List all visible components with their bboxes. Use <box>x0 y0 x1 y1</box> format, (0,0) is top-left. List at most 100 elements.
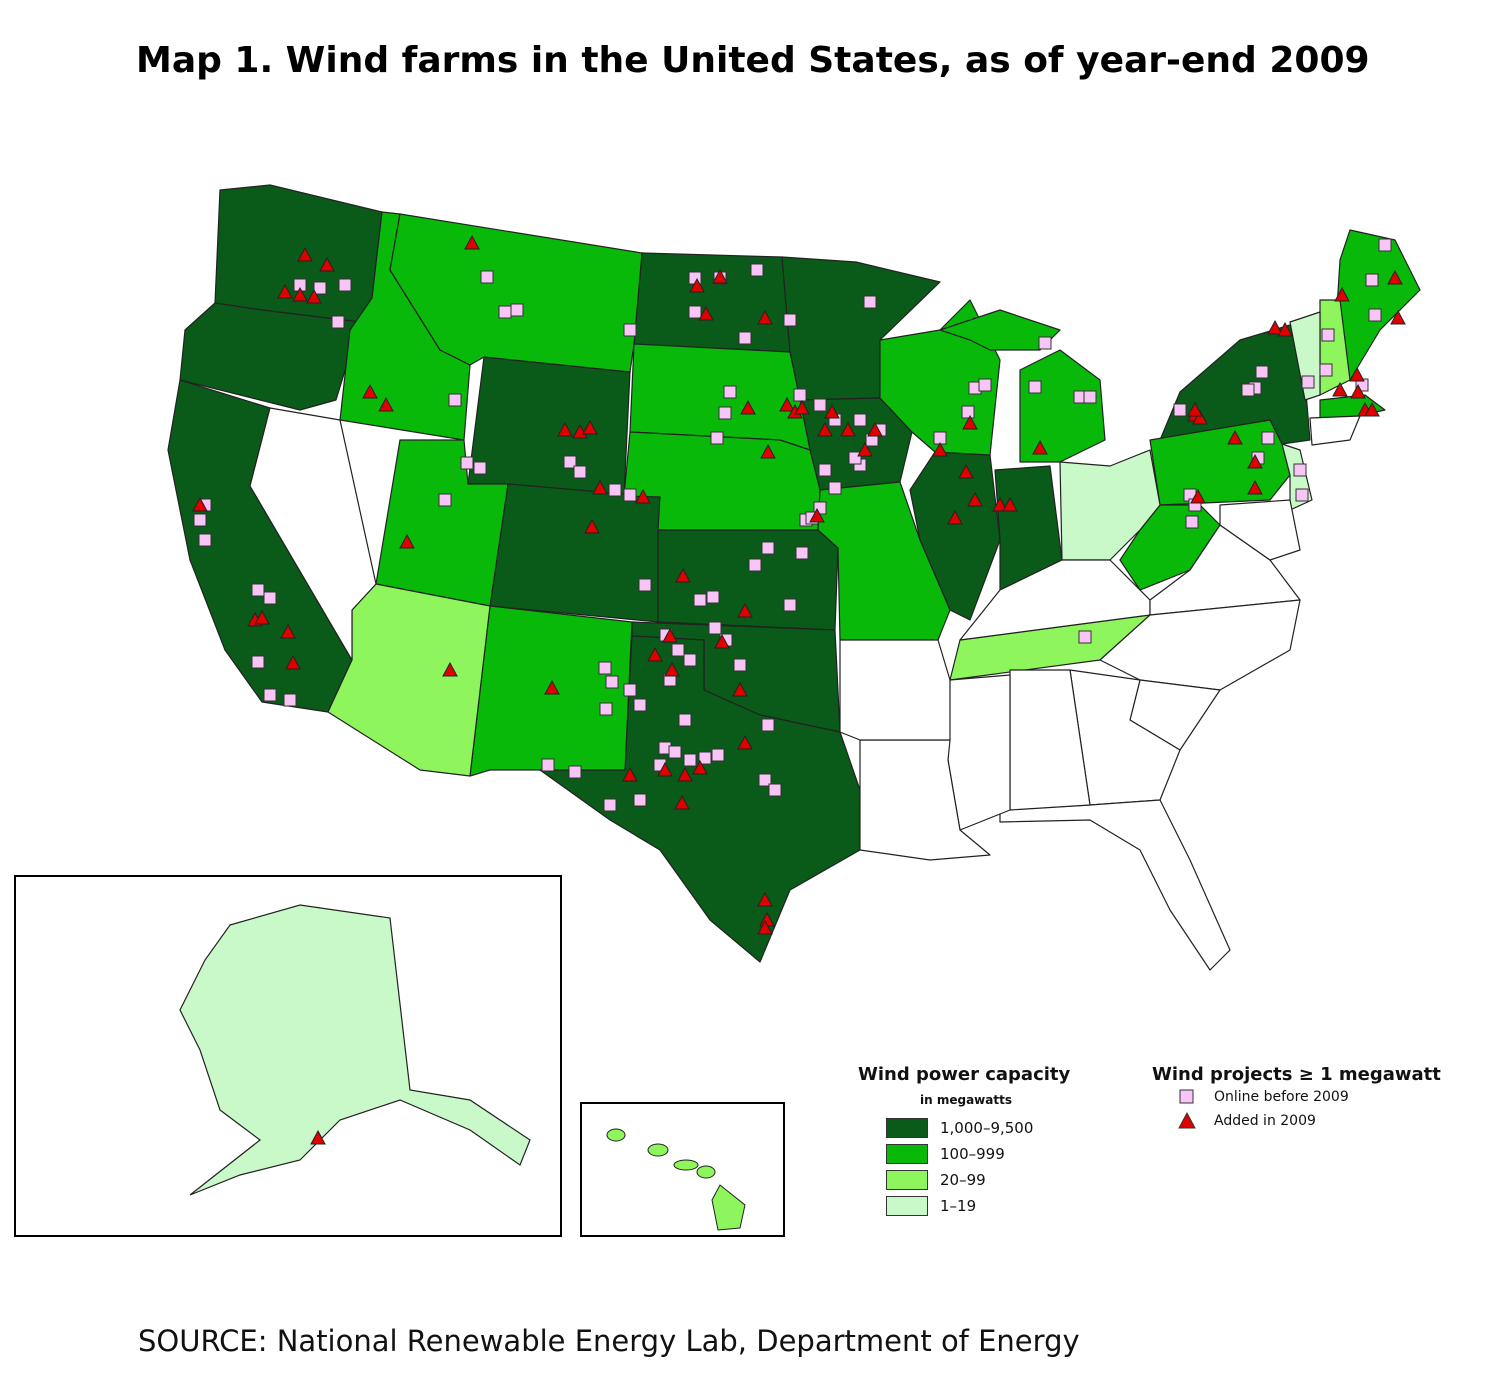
online-before-2009-marker <box>623 488 637 502</box>
projects-legend-item: Added in 2009 <box>1174 1109 1452 1133</box>
online-before-2009-marker <box>795 546 809 560</box>
online-before-2009-marker <box>1173 403 1187 417</box>
online-before-2009-marker <box>693 593 707 607</box>
added-in-2009-marker <box>958 463 974 479</box>
online-before-2009-marker <box>251 583 265 597</box>
source-note: SOURCE: National Renewable Energy Lab, D… <box>138 1324 1080 1358</box>
added-in-2009-marker <box>714 633 730 649</box>
online-before-2009-marker <box>1378 238 1392 252</box>
added-in-2009-marker <box>1032 439 1048 455</box>
online-before-2009-marker <box>671 643 685 657</box>
added-in-2009-marker <box>760 443 776 459</box>
triangle-marker-icon <box>1178 1112 1196 1129</box>
online-before-2009-marker <box>761 541 775 555</box>
added-in-2009-marker <box>757 309 773 325</box>
added-in-2009-marker <box>378 396 394 412</box>
online-before-2009-marker <box>828 481 842 495</box>
online-before-2009-marker <box>768 783 782 797</box>
online-before-2009-marker <box>738 331 752 345</box>
added-in-2009-marker <box>809 507 825 523</box>
added-in-2009-marker <box>1349 366 1365 382</box>
added-in-2009-marker <box>737 602 753 618</box>
online-before-2009-marker <box>761 718 775 732</box>
online-before-2009-marker <box>961 405 975 419</box>
added-in-2009-marker <box>1190 488 1206 504</box>
online-before-2009-marker <box>498 305 512 319</box>
online-before-2009-marker <box>1038 336 1052 350</box>
added-in-2009-marker <box>698 305 714 321</box>
online-before-2009-marker <box>541 758 555 772</box>
legend-label: 1,000–9,500 <box>940 1119 1034 1137</box>
online-before-2009-marker <box>1301 375 1315 389</box>
legend-label: Added in 2009 <box>1214 1113 1316 1129</box>
added-in-2009-marker <box>932 441 948 457</box>
online-before-2009-marker <box>623 323 637 337</box>
online-before-2009-marker <box>568 765 582 779</box>
added-in-2009-marker <box>310 1129 326 1145</box>
capacity-legend-item: 1–19 <box>858 1193 1098 1219</box>
capacity-legend-item: 20–99 <box>858 1167 1098 1193</box>
state-shapes <box>167 184 1421 971</box>
capacity-legend-heading: Wind power capacity <box>858 1064 1071 1085</box>
added-in-2009-marker <box>1267 319 1283 335</box>
online-before-2009-marker <box>599 702 613 716</box>
online-before-2009-marker <box>683 753 697 767</box>
added-in-2009-marker <box>1332 381 1348 397</box>
legend-swatch <box>886 1118 928 1138</box>
online-before-2009-marker <box>1321 328 1335 342</box>
added-in-2009-marker <box>757 919 773 935</box>
added-in-2009-marker <box>582 419 598 435</box>
online-before-2009-marker <box>1185 515 1199 529</box>
added-in-2009-marker <box>677 766 693 782</box>
online-before-2009-marker <box>688 305 702 319</box>
projects-legend-item: Online before 2009 <box>1174 1085 1452 1109</box>
added-in-2009-marker <box>967 491 983 507</box>
added-in-2009-marker <box>635 488 651 504</box>
online-before-2009-marker <box>633 698 647 712</box>
added-in-2009-marker <box>572 423 588 439</box>
online-before-2009-marker <box>718 406 732 420</box>
online-before-2009-marker <box>678 713 692 727</box>
state-florida <box>999 799 1231 971</box>
online-before-2009-marker <box>460 456 474 470</box>
state-texas <box>539 635 861 963</box>
online-before-2009-marker <box>853 413 867 427</box>
online-before-2009-marker <box>633 793 647 807</box>
added-in-2009-marker <box>1192 409 1208 425</box>
online-before-2009-marker <box>448 393 462 407</box>
added-in-2009-marker <box>319 256 335 272</box>
added-in-2009-marker <box>277 283 293 299</box>
added-in-2009-marker <box>674 794 690 810</box>
added-in-2009-marker <box>584 518 600 534</box>
added-in-2009-marker <box>840 421 856 437</box>
online-before-2009-marker <box>708 621 722 635</box>
online-before-2009-marker <box>793 388 807 402</box>
online-before-2009-marker <box>783 313 797 327</box>
added-in-2009-marker <box>1187 401 1203 417</box>
legend-label: 1–19 <box>940 1197 977 1215</box>
online-before-2009-marker <box>710 431 724 445</box>
added-in-2009-marker <box>962 414 978 430</box>
added-in-2009-marker <box>1247 453 1263 469</box>
added-in-2009-marker <box>794 399 810 415</box>
added-in-2009-marker <box>1002 496 1018 512</box>
state-michigan-upper <box>939 309 1061 351</box>
added-in-2009-marker <box>817 421 833 437</box>
online-before-2009-marker <box>263 591 277 605</box>
state-maine <box>1334 229 1421 381</box>
online-before-2009-marker <box>598 661 612 675</box>
added-in-2009-marker <box>647 646 663 662</box>
added-in-2009-marker <box>689 277 705 293</box>
capacity-legend: Wind power capacity in megawatts 1,000–9… <box>858 1064 1098 1219</box>
projects-legend-heading: Wind projects ≥ 1 megawatt <box>1152 1064 1441 1085</box>
online-before-2009-marker <box>1241 383 1255 397</box>
online-before-2009-marker <box>1319 363 1333 377</box>
online-before-2009-marker <box>263 688 277 702</box>
online-before-2009-marker <box>1255 365 1269 379</box>
added-in-2009-marker <box>280 623 296 639</box>
square-marker-icon <box>1179 1089 1194 1104</box>
online-before-2009-marker <box>331 315 345 329</box>
online-before-2009-marker <box>473 461 487 475</box>
online-before-2009-marker <box>1028 380 1042 394</box>
added-in-2009-marker <box>675 567 691 583</box>
